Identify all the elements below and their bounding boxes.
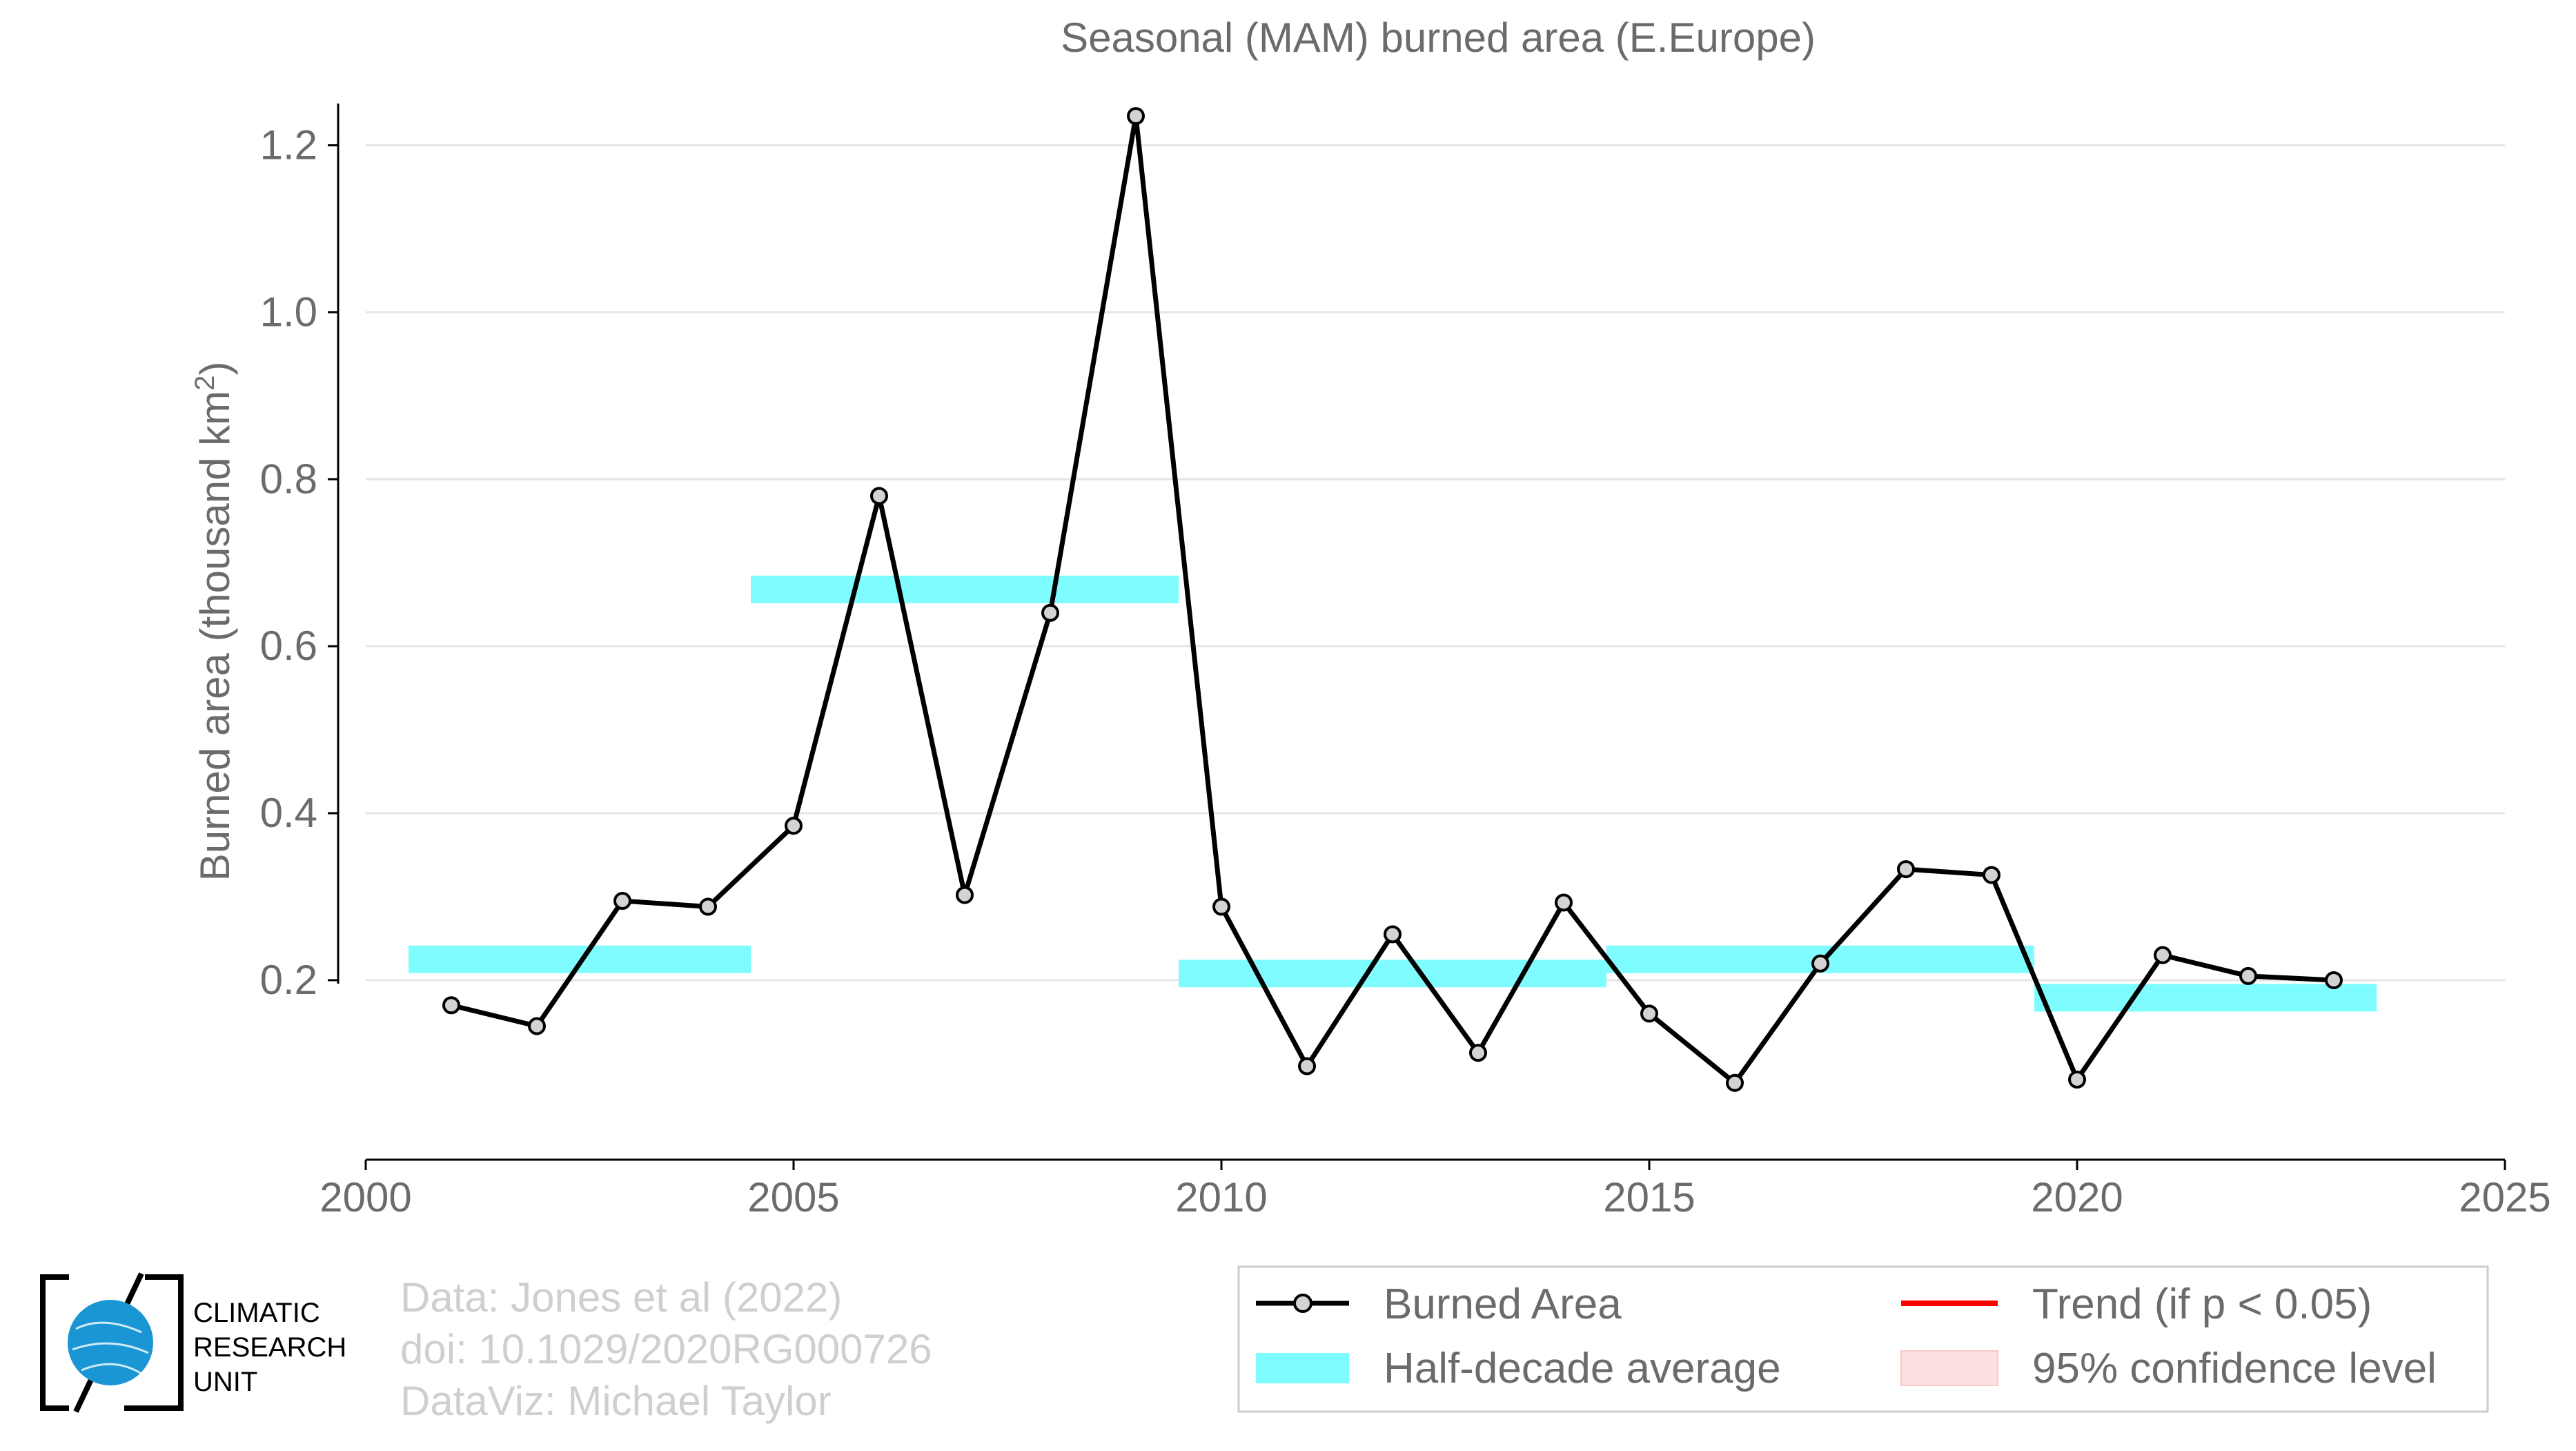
credit-doi: doi: 10.1029/2020RG000726 (400, 1326, 932, 1372)
half-decade-average-bars (409, 575, 2377, 1012)
y-tick-label: 0.2 (260, 957, 317, 1003)
data-point (2154, 946, 2172, 964)
half-decade-average-bar (2034, 984, 2377, 1012)
grid-lines (366, 144, 2505, 982)
data-point (2239, 966, 2257, 985)
data-point (2325, 971, 2343, 989)
legend-marker-burned-area (1293, 1294, 1312, 1313)
legend-swatch-half-decade (1256, 1353, 1349, 1383)
x-tick-label: 2025 (2459, 1174, 2550, 1220)
legend-frame (1237, 1265, 2489, 1413)
legend-swatch-confidence (1900, 1350, 1998, 1386)
data-point (785, 817, 803, 835)
logo-bracket-left (40, 1274, 69, 1411)
legend-label-burned-area: Burned Area (1384, 1280, 1622, 1328)
legend: Burned Area Trend (if p < 0.05) Half-dec… (1237, 1265, 2489, 1413)
data-point (2068, 1070, 2086, 1089)
y-axis-ticks: 0.2 0.4 0.6 0.8 1.0 1.2 (260, 121, 338, 1003)
data-point (1384, 925, 1402, 944)
x-tick-label: 2005 (747, 1174, 839, 1220)
data-point (528, 1017, 546, 1035)
data-point (956, 886, 974, 904)
cru-logo: CLIMATIC RESEARCH UNIT (40, 1272, 346, 1413)
data-point (699, 897, 717, 916)
data-point (1041, 603, 1059, 622)
data-point (442, 996, 460, 1015)
data-point (1983, 866, 2000, 884)
legend-label-half-decade: Half-decade average (1384, 1345, 1781, 1392)
data-point (1811, 954, 1829, 973)
logo-bracket-right (124, 1274, 184, 1411)
data-point (1640, 1004, 1658, 1023)
data-point (1555, 893, 1573, 912)
y-tick-label: 0.8 (260, 456, 317, 502)
logo-line-2: RESEARCH (193, 1332, 346, 1363)
logo-line-1: CLIMATIC (193, 1298, 320, 1328)
y-tick-label: 1.2 (260, 121, 317, 168)
x-axis-ticks: 2000 2005 2010 2015 2020 2025 (319, 1160, 2551, 1220)
y-axis-label: Burned area (thousand km2) (190, 362, 238, 882)
y-tick-label: 0.4 (260, 790, 317, 836)
y-tick-label: 0.6 (260, 623, 317, 669)
y-tick-label: 1.0 (260, 289, 317, 335)
logo-line-3: UNIT (193, 1367, 257, 1397)
data-point (1469, 1044, 1487, 1062)
data-point (1726, 1073, 1744, 1092)
credit-dataviz: DataViz: Michael Taylor (400, 1378, 832, 1424)
credit-data: Data: Jones et al (2022) (400, 1274, 842, 1321)
chart-title: Seasonal (MAM) burned area (E.Europe) (1061, 14, 1816, 61)
data-point (1298, 1057, 1316, 1075)
legend-label-trend: Trend (if p < 0.05) (2032, 1280, 2372, 1328)
data-point (1212, 897, 1230, 916)
half-decade-average-bar (751, 575, 1179, 603)
x-tick-label: 2020 (2031, 1174, 2123, 1220)
data-point (1897, 860, 1915, 879)
burned-area-series (442, 107, 2343, 1092)
half-decade-average-bar (1179, 960, 1606, 988)
x-tick-label: 2000 (319, 1174, 411, 1220)
data-point (1127, 107, 1145, 126)
globe-contours (72, 1321, 149, 1375)
y-axis-label-main: Burned area (thousand km (192, 391, 238, 881)
y-axis-label-close: ) (192, 362, 238, 376)
legend-label-confidence: 95% confidence level (2032, 1345, 2437, 1392)
data-point (870, 487, 888, 505)
x-tick-label: 2010 (1175, 1174, 1267, 1220)
x-tick-label: 2015 (1603, 1174, 1695, 1220)
data-point (613, 892, 631, 910)
y-axis-label-superscript: 2 (190, 376, 220, 391)
